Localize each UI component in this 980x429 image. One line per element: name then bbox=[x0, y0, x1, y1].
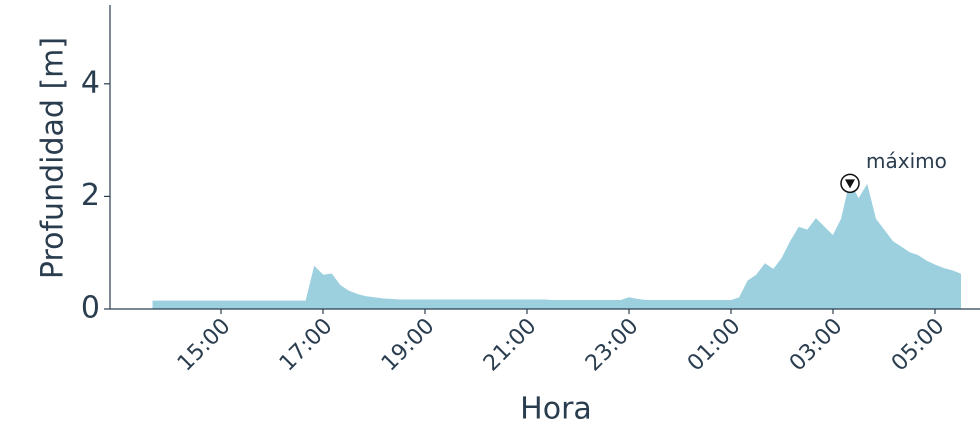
x-tick-label: 17:00 bbox=[275, 314, 338, 377]
area bbox=[152, 180, 961, 310]
x-tick-label: 01:00 bbox=[683, 314, 746, 377]
y-axis-label: Profundidad [m] bbox=[36, 37, 71, 279]
y-tick-label: 2 bbox=[81, 178, 100, 213]
x-tick-label: 21:00 bbox=[479, 314, 542, 377]
y-tick-label: 0 bbox=[81, 291, 100, 326]
x-tick-label: 05:00 bbox=[887, 314, 950, 377]
x-tick-label: 03:00 bbox=[785, 314, 848, 377]
y-tick-label: 4 bbox=[81, 65, 100, 100]
max-marker-arrow bbox=[845, 179, 855, 189]
annotation-text: máximo bbox=[866, 149, 947, 173]
x-axis-label: Hora bbox=[520, 392, 592, 427]
x-tick-label: 15:00 bbox=[173, 314, 236, 377]
x-tick-label: 19:00 bbox=[377, 314, 440, 377]
x-tick-label: 23:00 bbox=[581, 314, 644, 377]
